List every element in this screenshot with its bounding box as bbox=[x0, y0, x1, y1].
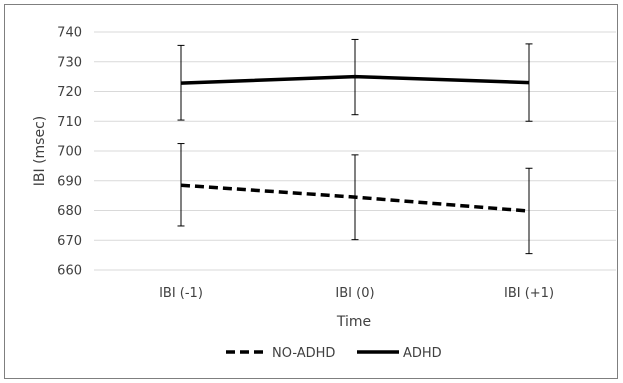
legend-item-no-adhd: NO-ADHD bbox=[226, 346, 335, 361]
y-tick-label: 680 bbox=[57, 204, 82, 219]
series-line-adhd bbox=[180, 74, 530, 85]
y-tick-label: 660 bbox=[57, 264, 82, 279]
error-bar bbox=[177, 143, 185, 227]
error-bar bbox=[525, 167, 533, 255]
error-bars bbox=[177, 38, 533, 255]
legend-label: NO-ADHD bbox=[272, 346, 335, 361]
y-tick-label: 740 bbox=[57, 26, 82, 41]
y-tick-label: 730 bbox=[57, 55, 82, 70]
y-tick-label: 700 bbox=[57, 145, 82, 160]
series-line-no-adhd bbox=[180, 183, 530, 213]
x-axis-label: Time bbox=[336, 314, 371, 330]
x-tick-labels: IBI (-1) IBI (0) IBI (+1) bbox=[159, 286, 554, 301]
x-tick-label: IBI (+1) bbox=[504, 286, 554, 301]
y-tick-label: 670 bbox=[57, 234, 82, 249]
legend: NO-ADHD ADHD bbox=[226, 346, 442, 361]
chart-frame bbox=[4, 4, 618, 379]
y-tick-label: 690 bbox=[57, 174, 82, 189]
y-tick-labels: 660 670 680 690 700 710 720 730 740 bbox=[57, 26, 82, 279]
x-tick-label: IBI (-1) bbox=[159, 286, 203, 301]
y-axis-label: IBI (msec) bbox=[32, 116, 48, 186]
x-tick-label: IBI (0) bbox=[335, 286, 374, 301]
legend-item-adhd: ADHD bbox=[357, 346, 442, 361]
series-lines bbox=[180, 74, 530, 213]
legend-label: ADHD bbox=[403, 346, 442, 361]
y-tick-label: 710 bbox=[57, 115, 82, 130]
y-tick-label: 720 bbox=[57, 85, 82, 100]
